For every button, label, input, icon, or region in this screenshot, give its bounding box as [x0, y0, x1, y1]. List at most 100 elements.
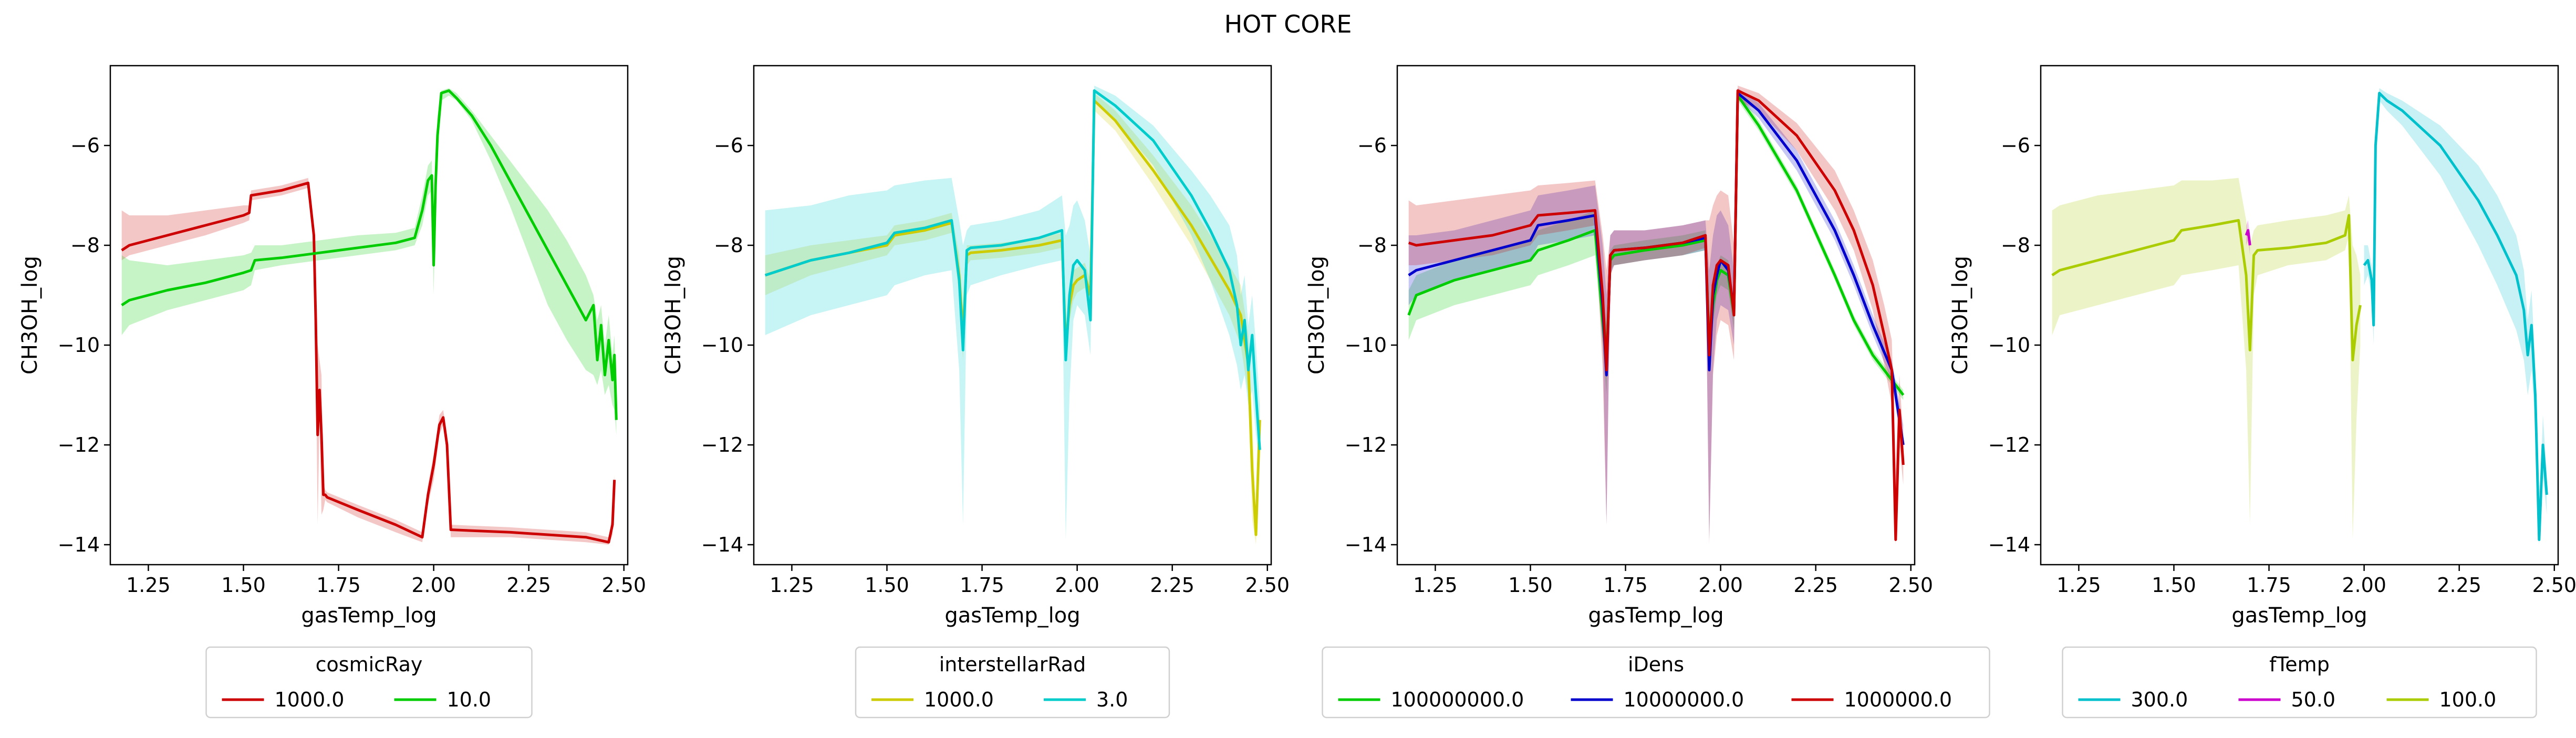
confidence-band-0 — [765, 93, 1260, 545]
x-tick-label: 1.25 — [2056, 574, 2101, 597]
y-tick-label: −10 — [58, 334, 100, 357]
y-tick-label: −8 — [70, 234, 100, 257]
x-tick-label: 1.75 — [960, 574, 1004, 597]
legend-label-0: 1000.0 — [924, 688, 994, 711]
x-tick-label: 2.25 — [2437, 574, 2481, 597]
x-tick-label: 1.75 — [1603, 574, 1648, 597]
y-tick-label: −14 — [1988, 533, 2030, 556]
legend-title: fTemp — [2269, 653, 2330, 676]
x-tick-label: 1.25 — [1413, 574, 1458, 597]
confidence-band-1 — [121, 88, 617, 435]
x-tick-label: 2.50 — [601, 574, 646, 597]
y-tick-label: −14 — [1345, 533, 1387, 556]
legend-box — [855, 646, 1170, 719]
x-tick-label: 1.75 — [2247, 574, 2291, 597]
x-tick-label: 2.50 — [1245, 574, 1290, 597]
legend-label-1: 3.0 — [1096, 688, 1128, 711]
x-tick-label: 1.50 — [221, 574, 266, 597]
y-tick-label: −10 — [701, 334, 743, 357]
y-axis-label: CH3OH_log — [1948, 256, 1972, 375]
legend-title: iDens — [1628, 653, 1684, 676]
x-tick-label: 1.50 — [1508, 574, 1553, 597]
y-tick-label: −14 — [58, 533, 100, 556]
y-tick-label: −6 — [1357, 134, 1387, 157]
series-line-2 — [1408, 89, 1905, 541]
figure-title: HOT CORE — [1224, 10, 1352, 38]
x-axis-label: gasTemp_log — [1588, 604, 1723, 628]
confidence-band-2 — [1408, 86, 1904, 545]
x-tick-label: 2.50 — [2532, 574, 2576, 597]
x-tick-label: 1.50 — [2152, 574, 2196, 597]
series-line-0 — [2363, 91, 2548, 541]
plot-frame — [2040, 65, 2559, 566]
plot-frame — [753, 65, 1272, 566]
legend-title: interstellarRad — [939, 653, 1086, 676]
x-axis-label: gasTemp_log — [944, 604, 1080, 628]
legend: interstellarRad 1000.0 3.0 — [855, 646, 1170, 719]
plot-area — [2051, 88, 2548, 545]
x-tick-label: 2.25 — [1150, 574, 1194, 597]
y-axis-label: CH3OH_log — [18, 256, 42, 375]
x-tick-label: 2.25 — [506, 574, 551, 597]
legend-box — [205, 646, 533, 719]
x-tick-label: 2.50 — [1888, 574, 1933, 597]
chart-panel-2: 1.25 1.50 1.75 2.00 2.25 2.50 −14 −12 −10 −8 −6 gas… — [661, 65, 1290, 719]
legend: cosmicRay 1000.0 10.0 — [205, 646, 533, 719]
confidence-band-0 — [2364, 88, 2547, 545]
y-tick-label: −8 — [1357, 234, 1387, 257]
y-tick-label: −12 — [1345, 433, 1387, 456]
chart-panel-3: 1.25 1.50 1.75 2.00 2.25 2.50 −14 −12 −10 −8 −6 gas… — [1305, 65, 1990, 719]
legend-label-0: 300.0 — [2131, 688, 2188, 711]
x-axis-label: gasTemp_log — [2231, 604, 2367, 628]
series-line-1 — [121, 89, 618, 420]
y-tick-label: −12 — [1988, 433, 2030, 456]
legend-label-2: 1000000.0 — [1844, 688, 1952, 711]
plot-frame — [109, 65, 629, 566]
confidence-band-1 — [765, 86, 1260, 540]
legend-label-2: 100.0 — [2439, 688, 2497, 711]
y-tick-label: −14 — [701, 533, 743, 556]
y-tick-label: −12 — [701, 433, 743, 456]
x-tick-label: 1.25 — [770, 574, 814, 597]
legend-label-1: 10.0 — [447, 688, 492, 711]
x-tick-label: 2.00 — [411, 574, 456, 597]
x-tick-label: 2.00 — [1698, 574, 1743, 597]
chart-panel-4: 1.25 1.50 1.75 2.00 2.25 2.50 −14 −12 −10 −8 −6 gas… — [1948, 65, 2576, 719]
legend-label-1: 50.0 — [2291, 688, 2336, 711]
plot-area — [1407, 86, 1905, 545]
legend: fTemp 300.0 50.0 100.0 — [2062, 646, 2537, 719]
legend-label-1: 10000000.0 — [1624, 688, 1744, 711]
y-axis-label: CH3OH_log — [661, 256, 685, 375]
y-tick-label: −10 — [1988, 334, 2030, 357]
y-tick-label: −10 — [1345, 334, 1387, 357]
y-tick-label: −6 — [70, 134, 100, 157]
legend: iDens 100000000.0 10000000.0 1000000.0 — [1322, 646, 1990, 719]
series-line-0 — [121, 181, 616, 544]
x-axis-label: gasTemp_log — [301, 604, 437, 628]
y-tick-label: −8 — [2001, 234, 2030, 257]
x-tick-label: 2.25 — [1793, 574, 1838, 597]
y-tick-label: −12 — [58, 433, 100, 456]
legend-label-0: 1000.0 — [275, 688, 345, 711]
x-tick-label: 1.25 — [126, 574, 171, 597]
legend-title: cosmicRay — [316, 653, 423, 676]
y-tick-label: −6 — [2001, 134, 2030, 157]
series-line-1 — [2245, 229, 2251, 246]
plot-area — [764, 86, 1261, 545]
confidence-band-2 — [2052, 178, 2361, 540]
y-tick-label: −8 — [714, 234, 743, 257]
x-tick-label: 2.00 — [2342, 574, 2386, 597]
plot-area — [121, 88, 618, 545]
x-tick-label: 1.50 — [865, 574, 909, 597]
plot-frame — [1396, 65, 1916, 566]
confidence-band-1 — [1408, 88, 1904, 540]
series-line-2 — [2051, 214, 2362, 361]
y-tick-label: −6 — [714, 134, 743, 157]
x-tick-label: 1.75 — [316, 574, 361, 597]
legend-label-0: 100000000.0 — [1391, 688, 1524, 711]
x-tick-label: 2.00 — [1055, 574, 1099, 597]
chart-panel-1: 1.25 1.50 1.75 2.00 2.25 2.50 −14 −12 −10 −8 −6 gas… — [18, 65, 646, 719]
series-line-1 — [764, 89, 1261, 450]
y-axis-label: CH3OH_log — [1305, 256, 1329, 375]
